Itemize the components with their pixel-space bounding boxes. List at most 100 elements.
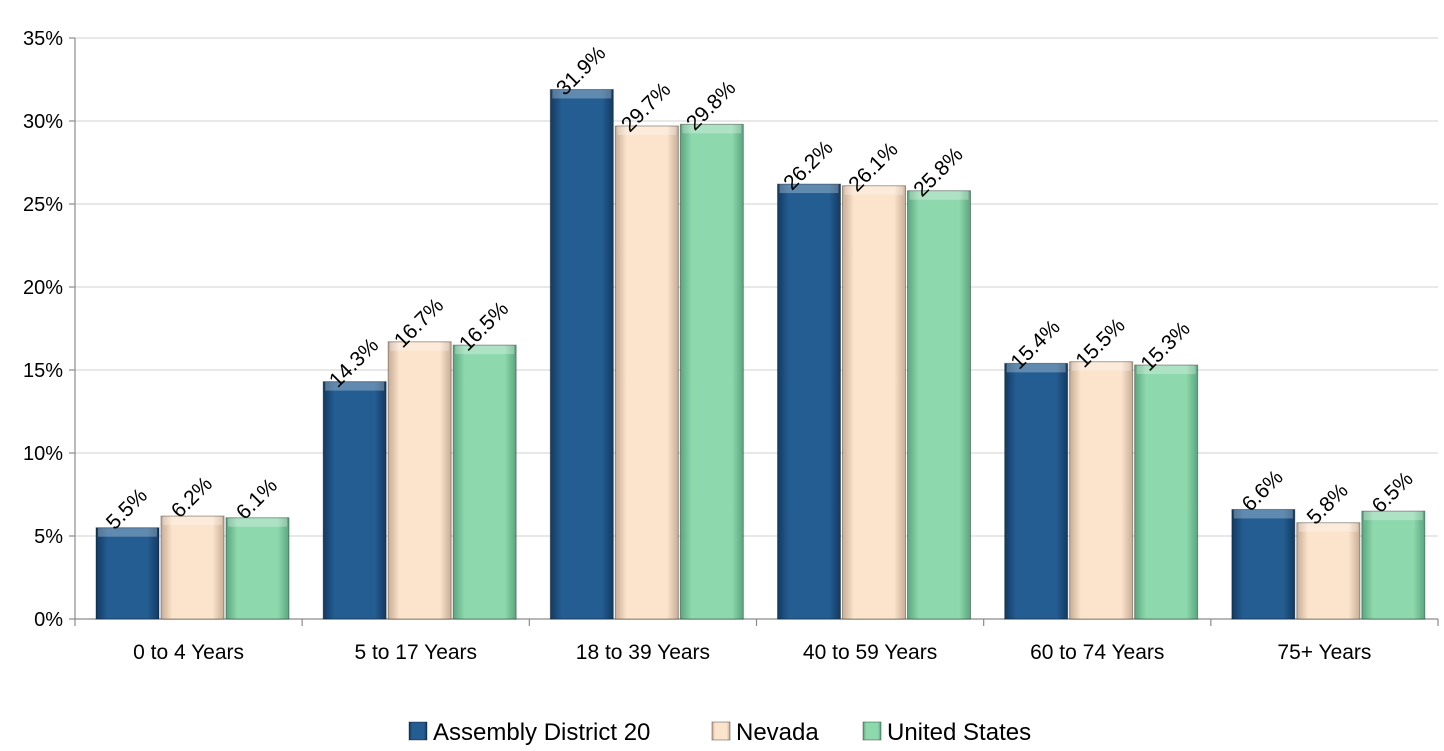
bar: [842, 185, 906, 620]
data-label: 6.6%: [1238, 466, 1288, 516]
y-tick-label: 15%: [23, 360, 63, 382]
bar-outline: [1361, 510, 1426, 620]
bar-body: [1069, 361, 1133, 619]
y-tick-label: 10%: [23, 443, 63, 465]
bar: [1361, 510, 1426, 620]
bar: [614, 125, 679, 620]
bar-body: [777, 184, 841, 619]
bar: [95, 527, 160, 620]
bar-body: [615, 125, 679, 619]
bar-body: [1296, 522, 1360, 619]
gridlines: [75, 37, 1438, 537]
bar-outline: [387, 341, 452, 620]
bar-outline: [842, 185, 906, 620]
bar: [907, 190, 971, 620]
x-category-label: 18 to 39 Years: [576, 641, 710, 664]
bar-outline: [907, 190, 971, 620]
x-category-label: 60 to 74 Years: [1030, 641, 1164, 664]
bar-outline: [1134, 364, 1199, 620]
bar-outline: [679, 123, 744, 620]
bar-outline: [322, 381, 387, 620]
x-category-label: 75+ Years: [1277, 641, 1371, 664]
bar-outline: [1231, 508, 1296, 620]
bar: [387, 341, 452, 620]
bar-bevel: [909, 190, 969, 200]
bar-outline: [1296, 522, 1361, 620]
y-tick-label: 30%: [23, 111, 63, 133]
legend-item: Assembly District 20: [408, 719, 650, 746]
bar-bevel: [617, 125, 677, 135]
bar-bevel: [1363, 511, 1423, 521]
bar-outline: [1004, 362, 1069, 620]
bar-outline: [1069, 361, 1134, 620]
bar-body: [388, 341, 452, 619]
bar-body: [453, 345, 517, 619]
bar-bevel: [163, 516, 222, 526]
y-tick-label: 25%: [23, 194, 63, 216]
bar-body: [96, 527, 159, 619]
bar-body: [226, 517, 289, 619]
bar: [549, 88, 614, 620]
bar-outline: [225, 517, 290, 620]
bar-bevel: [552, 89, 612, 99]
bar-bevel: [1071, 361, 1131, 371]
bar: [1004, 362, 1069, 620]
data-label: 5.5%: [102, 484, 152, 534]
bar-bevel: [779, 184, 839, 194]
bar-bevel: [1298, 522, 1358, 532]
bar-bevel: [325, 381, 385, 391]
bar-outline: [614, 125, 679, 620]
bar: [1134, 364, 1199, 620]
bar-body: [680, 124, 744, 619]
x-category-label: 40 to 59 Years: [803, 641, 937, 664]
data-labels: 5.5%14.3%31.9%26.2%15.4%6.6%6.2%16.7%29.…: [102, 42, 1418, 534]
bar-body: [907, 190, 971, 619]
data-label: 6.1%: [232, 474, 282, 524]
bar: [322, 381, 387, 620]
data-label: 5.8%: [1303, 479, 1353, 529]
bar-body: [1134, 365, 1198, 619]
bar-body: [161, 516, 224, 619]
bar-bevel: [98, 527, 157, 537]
bar-body: [1231, 509, 1295, 619]
bar-outline: [95, 527, 160, 620]
bar-bevel: [1006, 363, 1066, 373]
bar-outline: [777, 183, 841, 620]
x-category-label: 5 to 17 Years: [354, 641, 477, 664]
bar-bevel: [390, 341, 450, 351]
bar: [225, 517, 290, 620]
bars: [95, 88, 1426, 620]
bar-body: [842, 185, 906, 620]
bar: [679, 123, 744, 620]
y-tick-label: 20%: [23, 277, 63, 299]
y-tick-label: 0%: [34, 609, 63, 631]
bar: [452, 344, 517, 620]
legend-label: Assembly District 20: [433, 719, 650, 746]
bar-outline: [452, 344, 517, 620]
bar: [1231, 508, 1296, 620]
bar-bevel: [1233, 509, 1293, 519]
bar-bevel: [228, 517, 287, 527]
legend-label: Nevada: [736, 719, 819, 746]
bar-body: [1361, 511, 1425, 619]
bar-bevel: [1136, 365, 1196, 375]
legend-swatch: [408, 721, 428, 741]
bar: [160, 515, 225, 620]
bar: [777, 183, 841, 620]
legend-swatch: [862, 721, 882, 741]
axes: 0% 5% 10% 15% 20% 25% 30% 35% 0 to 4 Years 5 to 1…: [23, 28, 1439, 664]
bar-body: [1004, 363, 1068, 619]
legend-label: United States: [887, 719, 1031, 746]
bar-bevel: [844, 185, 904, 195]
legend-item: Nevada: [711, 719, 819, 746]
x-category-label: 0 to 4 Years: [133, 641, 244, 664]
bar-outline: [160, 515, 225, 620]
data-label: 6.2%: [167, 472, 217, 522]
bar-bevel: [682, 124, 742, 134]
y-tick-label: 35%: [23, 28, 63, 50]
bar: [1069, 361, 1134, 620]
legend-swatch: [711, 721, 731, 741]
data-label: 6.5%: [1368, 467, 1418, 517]
legend: Assembly District 20 Nevada United States: [408, 719, 1031, 746]
